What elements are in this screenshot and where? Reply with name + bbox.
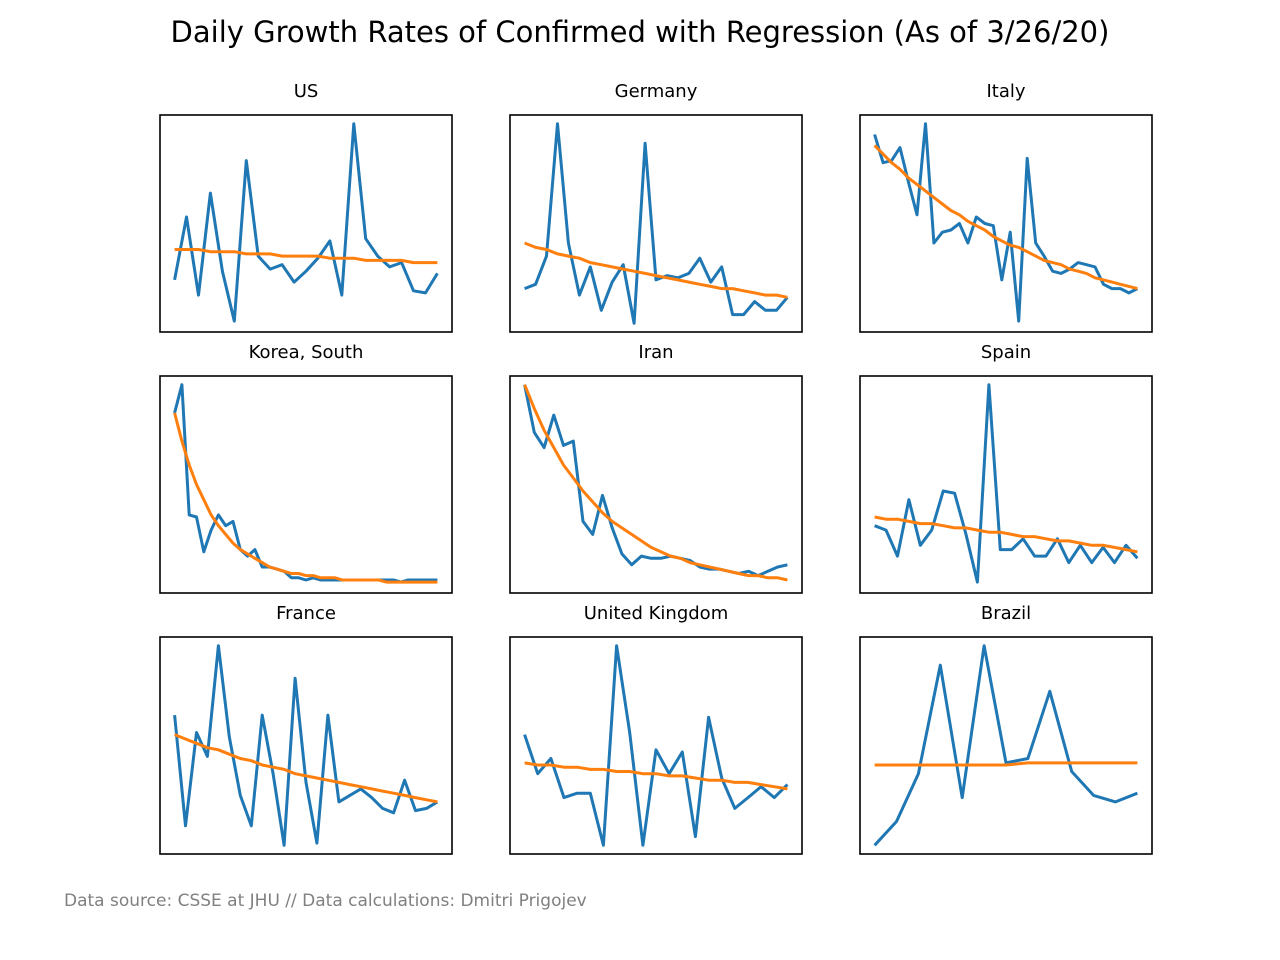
regression-line bbox=[874, 761, 1138, 767]
axes-frame bbox=[859, 375, 1153, 594]
axes-frame bbox=[509, 636, 803, 855]
footnote: Data source: CSSE at JHU // Data calcula… bbox=[64, 891, 587, 911]
subplot-title: France bbox=[276, 603, 336, 624]
regression-line bbox=[173, 412, 438, 584]
regression-line bbox=[174, 733, 438, 804]
regression-line bbox=[524, 761, 788, 791]
axes-frame bbox=[159, 636, 453, 855]
data-line bbox=[873, 644, 1138, 847]
regression-line bbox=[873, 144, 1138, 291]
regression-line bbox=[523, 384, 788, 582]
regression-line bbox=[874, 515, 1138, 554]
axes-frame bbox=[859, 636, 1153, 855]
regression-line bbox=[524, 241, 788, 299]
subplot-title: Korea, South bbox=[249, 342, 364, 363]
data-line bbox=[524, 122, 789, 325]
data-line bbox=[874, 383, 1139, 584]
axes-frame bbox=[159, 114, 453, 333]
data-line bbox=[523, 644, 789, 847]
subplot-title: US bbox=[294, 81, 319, 102]
axes-frame bbox=[509, 114, 803, 333]
axes-frame bbox=[159, 375, 453, 594]
axes-frame bbox=[509, 375, 803, 594]
data-line bbox=[173, 644, 439, 847]
subplot-title: Iran bbox=[638, 342, 673, 363]
regression-line bbox=[174, 248, 438, 265]
subplot-title: Spain bbox=[981, 342, 1031, 363]
subplot-title: Germany bbox=[615, 81, 698, 102]
subplot-title: Italy bbox=[986, 81, 1025, 102]
figure-title: Daily Growth Rates of Confirmed with Reg… bbox=[171, 15, 1110, 49]
axes-frame bbox=[859, 114, 1153, 333]
data-line bbox=[173, 122, 439, 323]
data-line bbox=[873, 122, 1139, 323]
data-line bbox=[523, 384, 788, 578]
subplot-title: United Kingdom bbox=[584, 603, 728, 624]
data-line bbox=[173, 383, 438, 584]
subplot-title: Brazil bbox=[981, 603, 1031, 624]
